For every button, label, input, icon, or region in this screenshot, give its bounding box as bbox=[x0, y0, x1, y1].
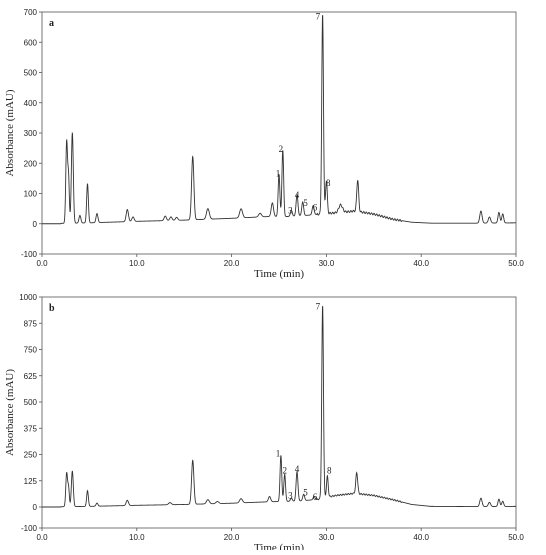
panel-a-chromatogram-trace bbox=[42, 15, 516, 225]
panel-b-peak-label-2: 2 bbox=[282, 466, 287, 476]
panel-b-chromatogram-trace bbox=[42, 306, 516, 508]
panel-a-y-tick-label: 200 bbox=[24, 159, 38, 168]
panel-a-peak-label-5: 5 bbox=[303, 198, 308, 208]
panel-a-y-tick-label: 600 bbox=[24, 38, 38, 47]
panel-b-y-tick-label: -100 bbox=[21, 524, 38, 533]
panel-b-panel-label: b bbox=[49, 303, 55, 314]
panel-b-y-tick-label: 1000 bbox=[19, 293, 37, 302]
panel-a-y-tick-label: 0 bbox=[33, 220, 38, 229]
panel-a-peak-label-4: 4 bbox=[295, 190, 300, 200]
panel-b-x-tick-label: 10.0 bbox=[129, 533, 145, 542]
panel-a-y-tick-label: 100 bbox=[24, 190, 38, 199]
panel-b-y-tick-label: 125 bbox=[24, 477, 38, 486]
panel-a-y-tick-label: 700 bbox=[24, 8, 38, 17]
panel-b-y-tick-label: 750 bbox=[24, 346, 38, 355]
panel-a-y-tick-label: 500 bbox=[24, 69, 38, 78]
panel-a-x-axis-label: Time (min) bbox=[254, 268, 304, 280]
panel-b-y-tick-label: 625 bbox=[24, 372, 38, 381]
panel-b-peak-label-4: 4 bbox=[295, 464, 300, 474]
panel-a-y-tick-label: -100 bbox=[21, 250, 38, 259]
panel-b-x-tick-label: 0.0 bbox=[36, 533, 48, 542]
panel-b-y-tick-label: 375 bbox=[24, 424, 38, 433]
panel-a-x-tick-label: 10.0 bbox=[129, 259, 145, 268]
panel-a-peak-label-7: 7 bbox=[316, 12, 321, 22]
panel-b-peak-label-8: 8 bbox=[327, 466, 332, 476]
panel-a-x-tick-label: 0.0 bbox=[36, 259, 48, 268]
panel-b-peak-label-6: 6 bbox=[313, 492, 318, 502]
panel-a-x-tick-label: 50.0 bbox=[508, 259, 524, 268]
panel-a-peak-label-3: 3 bbox=[288, 205, 293, 215]
panel-b-x-tick-label: 50.0 bbox=[508, 533, 524, 542]
panel-b-x-tick-label: 30.0 bbox=[319, 533, 335, 542]
panel-a-peak-label-8: 8 bbox=[326, 178, 331, 188]
panel-b-x-tick-label: 40.0 bbox=[413, 533, 429, 542]
panel-a-y-tick-label: 300 bbox=[24, 129, 38, 138]
panel-b-y-tick-label: 250 bbox=[24, 451, 38, 460]
panel-b-peak-label-7: 7 bbox=[316, 302, 321, 312]
panel-a-x-tick-label: 30.0 bbox=[319, 259, 335, 268]
panel-b-x-axis-label: Time (min) bbox=[254, 542, 304, 550]
panel-b-peak-label-3: 3 bbox=[288, 491, 293, 501]
panel-a-peak-label-6: 6 bbox=[313, 202, 318, 212]
panel-a-y-tick-label: 400 bbox=[24, 99, 38, 108]
panel-b-plot-frame bbox=[41, 296, 517, 529]
panel-a-peak-label-1: 1 bbox=[276, 168, 281, 178]
panel-b-y-axis-label: Absorbance (mAU) bbox=[4, 369, 16, 456]
panel-a-x-tick-label: 20.0 bbox=[224, 259, 240, 268]
panel-b-peak-label-1: 1 bbox=[276, 449, 281, 459]
panel-a-plot-frame bbox=[41, 11, 517, 255]
panel-a-peak-label-2: 2 bbox=[279, 144, 284, 154]
panel-b-y-tick-label: 500 bbox=[24, 398, 38, 407]
panel-a-x-tick-label: 40.0 bbox=[413, 259, 429, 268]
panel-a-y-axis-label: Absorbance (mAU) bbox=[4, 89, 16, 176]
panel-b-y-tick-label: 0 bbox=[33, 503, 38, 512]
panel-a-panel-label: a bbox=[49, 18, 54, 29]
panel-b-peak-label-5: 5 bbox=[303, 488, 308, 498]
panel-b-y-tick-label: 875 bbox=[24, 319, 38, 328]
panel-b-x-tick-label: 20.0 bbox=[224, 533, 240, 542]
